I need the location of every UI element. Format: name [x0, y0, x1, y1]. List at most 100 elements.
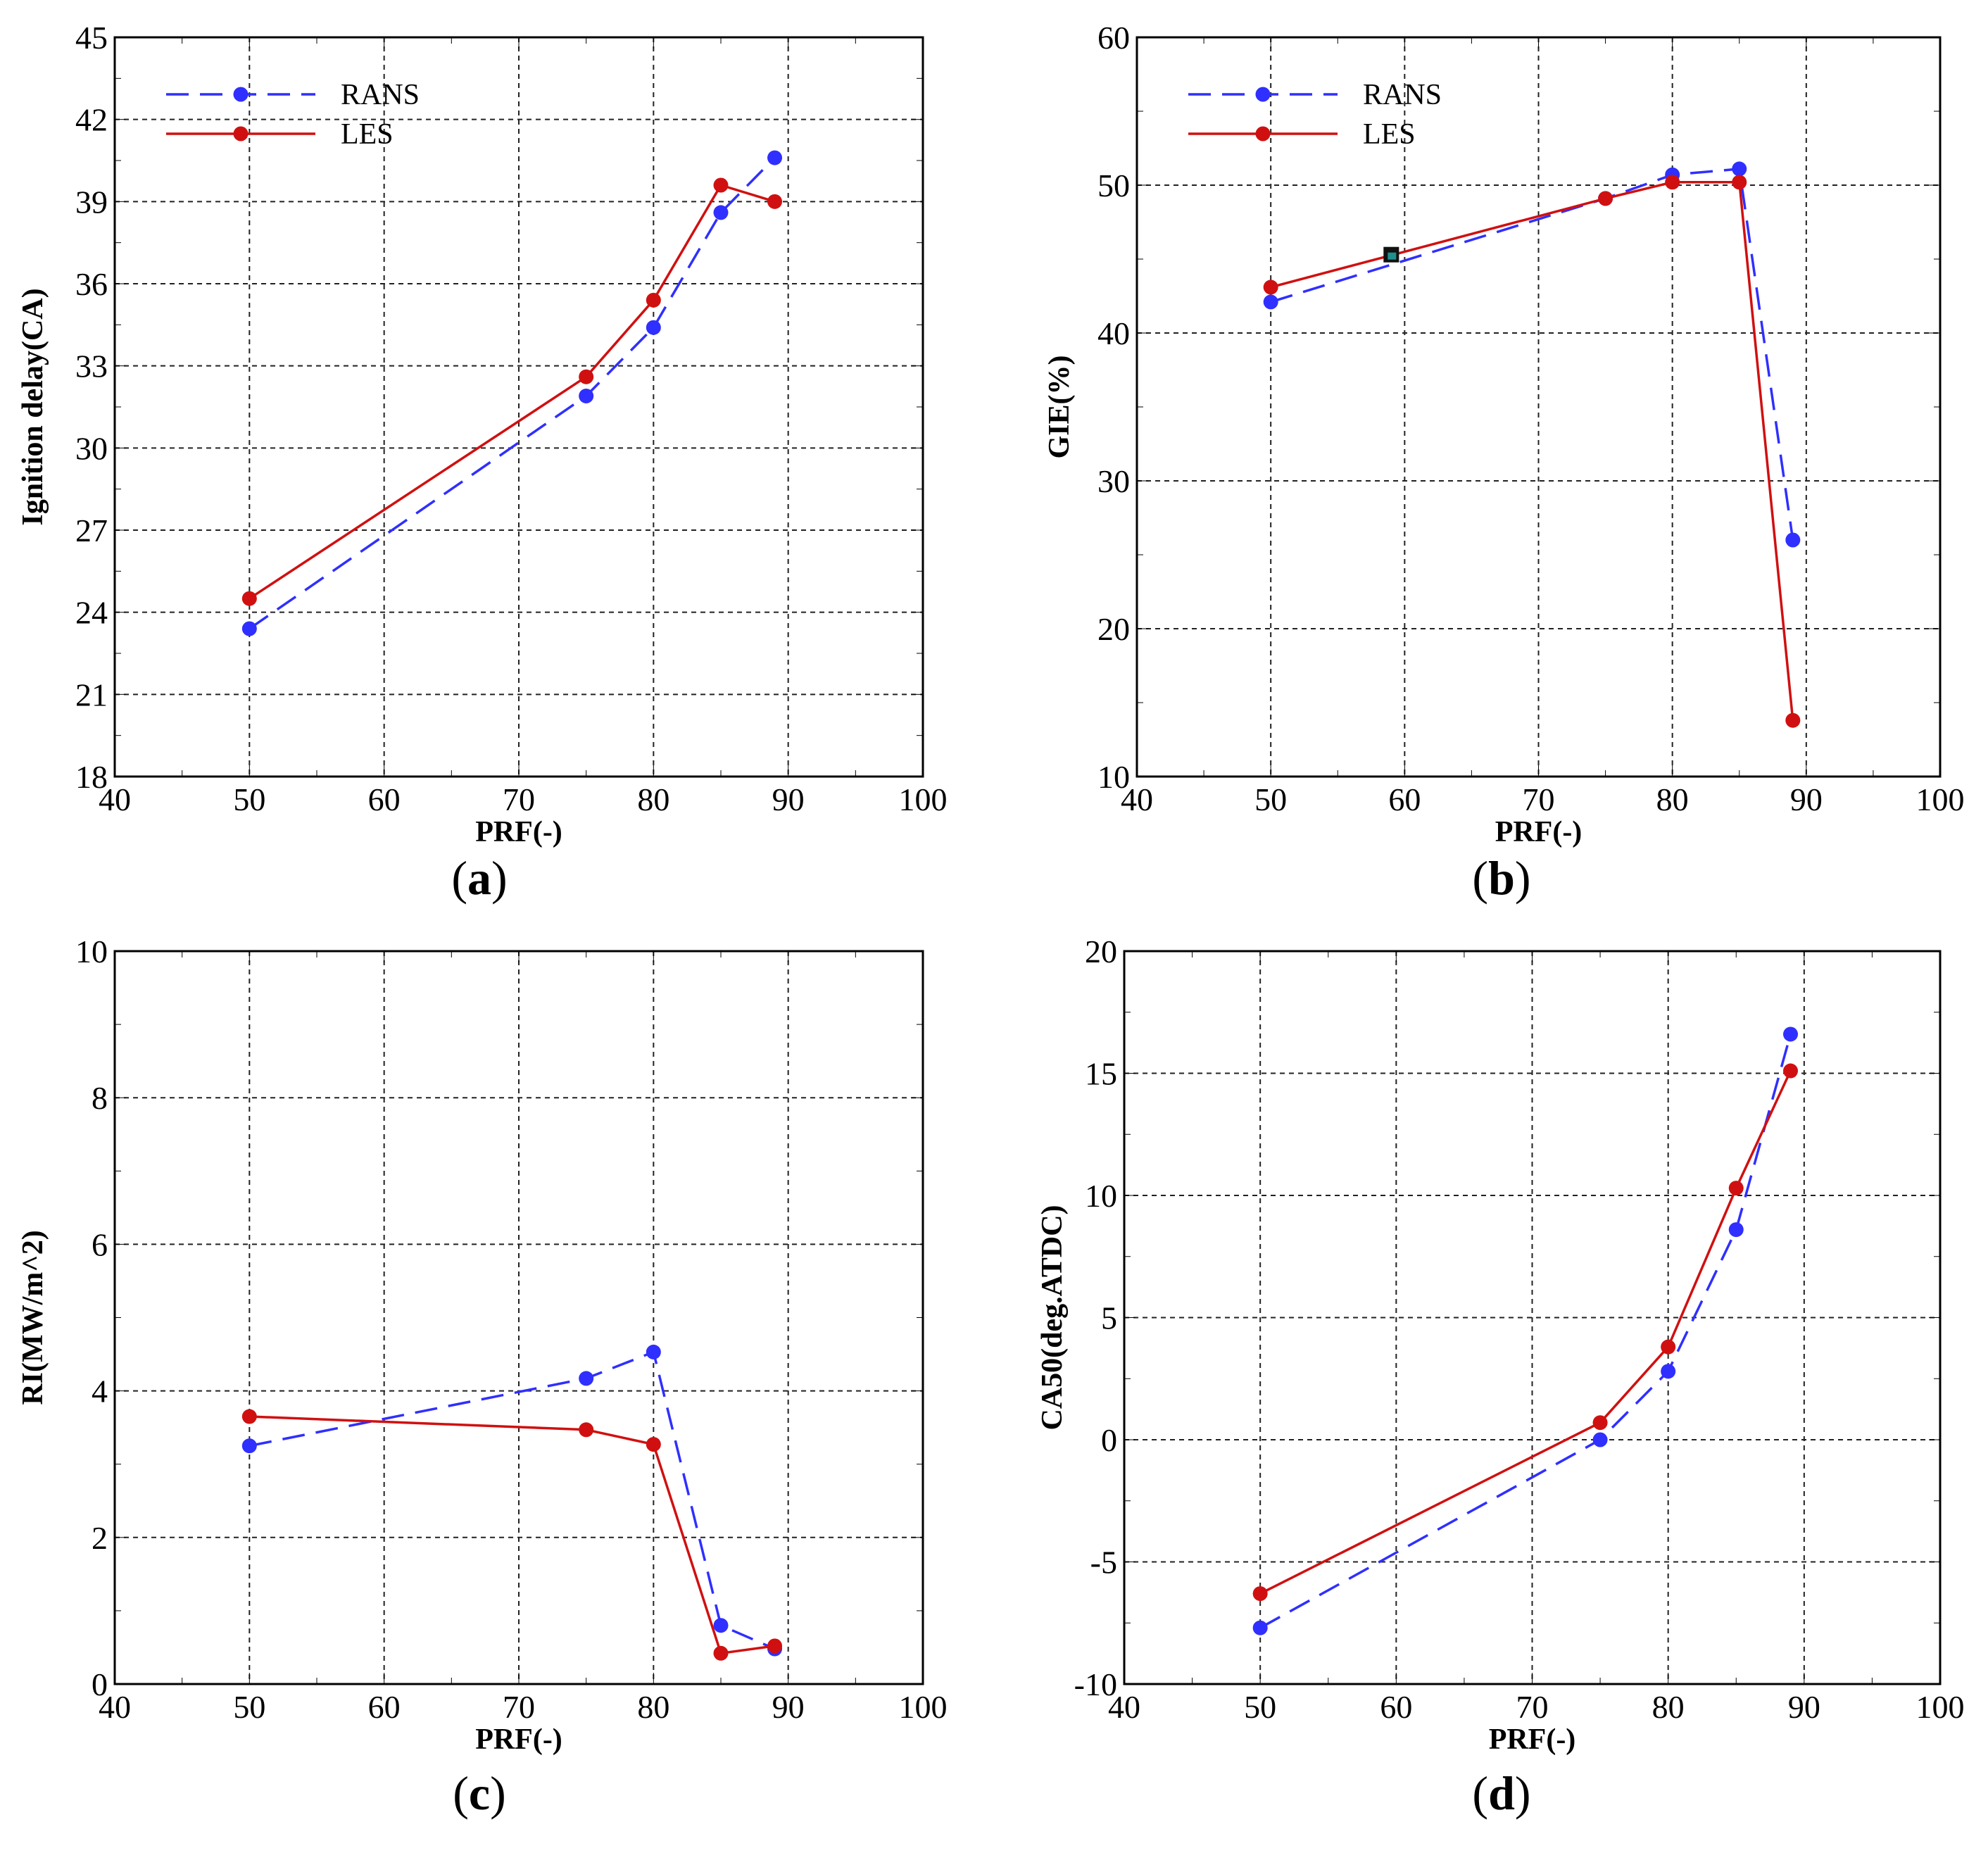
x-axis-label: PRF(-)	[475, 1723, 562, 1756]
y-tick-label: -10	[1074, 1666, 1117, 1702]
rans-data-point	[1728, 1222, 1744, 1238]
x-tick-label: 100	[1916, 781, 1965, 817]
legend-les-marker	[233, 126, 249, 142]
y-tick-label: -5	[1090, 1545, 1117, 1581]
y-tick-label: 6	[92, 1226, 108, 1262]
legend-rans-label: RANS	[341, 79, 420, 111]
x-tick-label: 70	[503, 1689, 535, 1725]
x-tick-label: 80	[1656, 781, 1689, 817]
legend-rans-label: RANS	[1363, 79, 1442, 111]
les-data-point	[1728, 1181, 1744, 1196]
x-tick-label: 50	[233, 781, 265, 817]
les-series-line	[1259, 1070, 1792, 1595]
rans-data-point	[767, 150, 783, 165]
y-tick-label: 0	[92, 1666, 108, 1702]
y-tick-label: 10	[1097, 759, 1130, 795]
rans-data-point	[241, 621, 257, 636]
x-tick-label: 80	[637, 1689, 669, 1725]
x-tick-label: 40	[99, 781, 131, 817]
panel-caption: (d)	[1472, 1766, 1530, 1820]
rans-data-point	[1785, 532, 1801, 548]
les-data-point	[579, 1422, 594, 1438]
x-tick-label: 80	[637, 781, 669, 817]
y-axis-label: Ignition delay(CA)	[17, 288, 49, 525]
rans-series-line	[1259, 1034, 1792, 1629]
rans-series-line	[1270, 168, 1794, 541]
les-data-point	[241, 1409, 257, 1424]
y-tick-label: 18	[75, 759, 108, 795]
x-tick-label: 70	[1523, 781, 1555, 817]
y-tick-label: 45	[75, 20, 108, 56]
les-data-point	[579, 369, 594, 384]
x-tick-label: 100	[899, 781, 948, 817]
chart-c: 40 50 60 70 80 90 100 0 2 4 6 8 10 PRF(-) RI(MW/m^2) (c…	[17, 934, 948, 1820]
y-axis-label: GIE(%)	[1043, 356, 1076, 459]
rans-series-line	[249, 156, 776, 630]
les-data-point	[1665, 175, 1680, 190]
y-tick-label: 20	[1097, 611, 1130, 647]
x-tick-label: 90	[772, 781, 805, 817]
les-data-point	[713, 177, 729, 193]
chart-d: 40 50 60 70 80 90 100 -10 -5 0 5 10 15 20 PRF(-) CA50(d…	[1036, 934, 1965, 1820]
les-series-line	[249, 1415, 775, 1655]
les-data-point	[1598, 191, 1613, 206]
y-tick-label: 50	[1097, 168, 1130, 203]
x-axis-label: PRF(-)	[1489, 1723, 1576, 1756]
x-tick-label: 50	[233, 1689, 265, 1725]
les-data-point	[713, 1645, 729, 1661]
y-tick-label: 42	[75, 102, 108, 138]
y-tick-label: 40	[1097, 315, 1130, 351]
y-tick-label: 30	[1097, 463, 1130, 499]
y-tick-label: 36	[75, 266, 108, 302]
x-tick-label: 90	[772, 1689, 805, 1725]
panel-caption: (c)	[453, 1766, 506, 1820]
rans-data-point	[241, 1438, 257, 1454]
legend-les-label: LES	[1363, 118, 1416, 151]
x-tick-label: 40	[1121, 781, 1153, 817]
legend: RANS LES	[1188, 79, 1442, 151]
rans-data-point	[579, 1371, 594, 1386]
x-tick-label: 80	[1652, 1689, 1685, 1725]
x-tick-label: 100	[899, 1689, 948, 1725]
les-data-point	[767, 1638, 783, 1654]
y-tick-label: 10	[75, 934, 108, 969]
y-tick-label: 27	[75, 513, 108, 548]
x-tick-label: 90	[1790, 781, 1823, 817]
x-tick-label: 40	[99, 1689, 131, 1725]
chart-b: 40 50 60 70 80 90 100 10 20 30 40 50 60 PRF(-) GIE(%) (…	[1043, 20, 1965, 905]
panel-caption: (a)	[451, 851, 507, 905]
x-tick-label: 40	[1108, 1689, 1140, 1725]
y-tick-label: 24	[75, 595, 108, 631]
chart-a: 40 50 60 70 80 90 100 18 21 24 27 30 33 36 39 42 45 PRF(-…	[17, 20, 948, 905]
les-series-line	[1270, 181, 1794, 721]
y-tick-label: 0	[1101, 1422, 1117, 1458]
x-tick-label: 70	[503, 781, 535, 817]
legend-les-marker	[1255, 126, 1271, 142]
plot-frame	[113, 950, 924, 1685]
rans-data-point	[1592, 1432, 1608, 1447]
x-tick-label: 50	[1254, 781, 1287, 817]
rans-data-point	[646, 320, 661, 335]
y-tick-label: 60	[1097, 20, 1130, 56]
rans-data-point	[579, 388, 594, 403]
y-tick-label: 33	[75, 348, 108, 384]
y-tick-label: 15	[1085, 1056, 1117, 1092]
y-tick-label: 2	[92, 1520, 108, 1556]
les-data-point	[1661, 1339, 1676, 1355]
les-data-point	[1263, 279, 1278, 295]
x-tick-label: 60	[368, 1689, 401, 1725]
y-tick-label: 21	[75, 677, 108, 712]
y-tick-label: 4	[92, 1374, 108, 1409]
x-tick-label: 70	[1516, 1689, 1549, 1725]
rans-data-point	[713, 205, 729, 220]
plot-frame	[113, 36, 924, 778]
x-tick-label: 50	[1244, 1689, 1276, 1725]
y-tick-label: 5	[1101, 1300, 1117, 1336]
les-data-point	[646, 292, 661, 308]
x-tick-label: 60	[1388, 781, 1421, 817]
x-tick-label: 60	[368, 781, 401, 817]
y-tick-label: 39	[75, 184, 108, 220]
les-series-line	[249, 184, 776, 600]
les-data-point	[1785, 712, 1801, 728]
